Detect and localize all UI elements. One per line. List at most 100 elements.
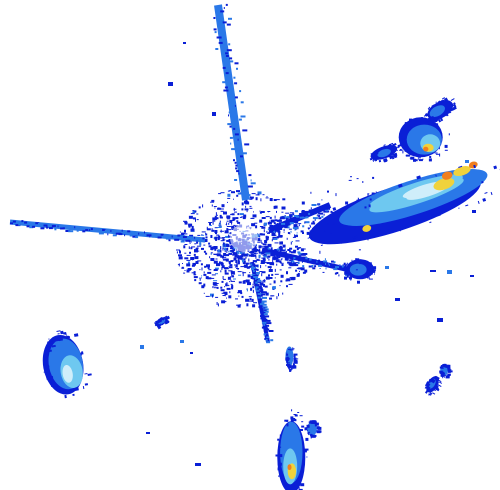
isolated-echo bbox=[183, 42, 186, 44]
clutter-pixel bbox=[218, 222, 221, 225]
clutter-pixel bbox=[261, 257, 266, 259]
clutter-pixel bbox=[196, 245, 201, 247]
clutter-pixel bbox=[263, 279, 265, 283]
clutter-pixel bbox=[299, 254, 301, 257]
clutter-pixel bbox=[259, 233, 262, 235]
clutter-pixel bbox=[211, 204, 213, 207]
clutter-pixel bbox=[198, 206, 201, 209]
clutter-pixel bbox=[280, 243, 283, 245]
clutter-pixel bbox=[229, 281, 231, 283]
clutter-pixel bbox=[233, 208, 237, 210]
clutter-pixel bbox=[223, 253, 227, 256]
clutter-pixel bbox=[228, 252, 233, 255]
clutter-pixel bbox=[196, 247, 199, 250]
clutter-pixel bbox=[181, 232, 185, 236]
clutter-pixel bbox=[250, 217, 255, 219]
clutter-pixel bbox=[248, 300, 253, 302]
isolated-echo bbox=[146, 432, 150, 434]
clutter-pixel bbox=[237, 269, 239, 270]
clutter-pixel bbox=[248, 296, 252, 298]
clutter-pixel bbox=[226, 228, 229, 232]
clutter-pixel bbox=[233, 198, 234, 200]
isolated-echo bbox=[447, 270, 452, 274]
clutter-pixel bbox=[203, 273, 207, 276]
clutter-pixel bbox=[201, 247, 204, 250]
clutter-pixel bbox=[231, 285, 234, 288]
clutter-pixel bbox=[271, 273, 274, 276]
clutter-pixel bbox=[222, 295, 226, 296]
clutter-pixel bbox=[276, 296, 278, 300]
clutter-pixel bbox=[234, 252, 238, 256]
clutter-pixel bbox=[206, 226, 208, 229]
clutter-pixel bbox=[245, 298, 250, 302]
clutter-pixel bbox=[222, 256, 227, 258]
clutter-pixel bbox=[273, 280, 276, 284]
clutter-pixel bbox=[301, 260, 303, 263]
clutter-pixel bbox=[211, 229, 215, 232]
clutter-pixel bbox=[229, 232, 232, 235]
clutter-pixel bbox=[230, 260, 233, 263]
clutter-pixel bbox=[216, 253, 221, 257]
clutter-pixel bbox=[226, 247, 229, 251]
isolated-echo bbox=[437, 318, 443, 322]
east-storm-band bbox=[307, 161, 500, 247]
clutter-pixel bbox=[222, 255, 224, 259]
clutter-pixel bbox=[264, 222, 267, 226]
clutter-pixel bbox=[188, 247, 190, 249]
clutter-pixel bbox=[260, 289, 264, 292]
clutter-pixel bbox=[215, 232, 217, 235]
clutter-pixel bbox=[239, 213, 244, 216]
clutter-pixel bbox=[215, 238, 218, 241]
clutter-pixel bbox=[268, 277, 270, 280]
clutter-pixel bbox=[295, 240, 300, 242]
clutter-pixel bbox=[228, 260, 231, 263]
clutter-pixel bbox=[213, 269, 218, 271]
clutter-pixel bbox=[280, 274, 284, 278]
clutter-pixel bbox=[250, 251, 255, 253]
clutter-pixel bbox=[238, 295, 240, 297]
clutter-pixel bbox=[274, 277, 276, 279]
clutter-pixel bbox=[283, 229, 285, 231]
clutter-pixel bbox=[286, 285, 288, 288]
radar-site-void bbox=[230, 224, 258, 252]
clutter-pixel bbox=[187, 261, 190, 264]
clutter-pixel bbox=[209, 256, 211, 259]
clutter-pixel bbox=[236, 194, 239, 197]
clutter-pixel bbox=[198, 277, 200, 279]
clutter-pixel bbox=[231, 191, 235, 194]
clutter-pixel bbox=[176, 249, 180, 251]
clutter-pixel bbox=[278, 293, 279, 297]
clutter-pixel bbox=[266, 262, 270, 264]
clutter-pixel bbox=[241, 295, 244, 298]
clutter-pixel bbox=[260, 260, 265, 264]
clutter-pixel bbox=[208, 242, 211, 245]
clutter-pixel bbox=[215, 214, 218, 216]
clutter-pixel bbox=[246, 288, 248, 292]
clutter-pixel bbox=[210, 235, 213, 238]
clutter-pixel bbox=[186, 269, 190, 273]
clutter-pixel bbox=[275, 259, 280, 263]
clutter-pixel bbox=[221, 204, 225, 208]
clutter-pixel bbox=[193, 271, 196, 274]
clutter-pixel bbox=[236, 254, 239, 257]
clutter-pixel bbox=[228, 222, 230, 225]
clutter-pixel bbox=[188, 223, 193, 227]
clutter-pixel bbox=[212, 282, 217, 286]
clutter-pixel bbox=[205, 232, 207, 234]
isolated-echo bbox=[470, 275, 474, 277]
clutter-pixel bbox=[269, 262, 274, 266]
clutter-pixel bbox=[268, 269, 273, 272]
clutter-pixel bbox=[289, 277, 294, 279]
clutter-pixel bbox=[242, 271, 244, 274]
clutter-pixel bbox=[225, 254, 230, 257]
clutter-pixel bbox=[229, 264, 233, 267]
clutter-pixel bbox=[265, 197, 269, 199]
clutter-pixel bbox=[259, 282, 264, 286]
clutter-pixel bbox=[220, 192, 225, 194]
clutter-pixel bbox=[183, 245, 186, 249]
clutter-pixel bbox=[231, 225, 235, 229]
clutter-pixel bbox=[191, 225, 194, 229]
clutter-pixel bbox=[224, 272, 229, 275]
clutter-pixel bbox=[207, 277, 212, 280]
clutter-pixel bbox=[249, 207, 253, 209]
